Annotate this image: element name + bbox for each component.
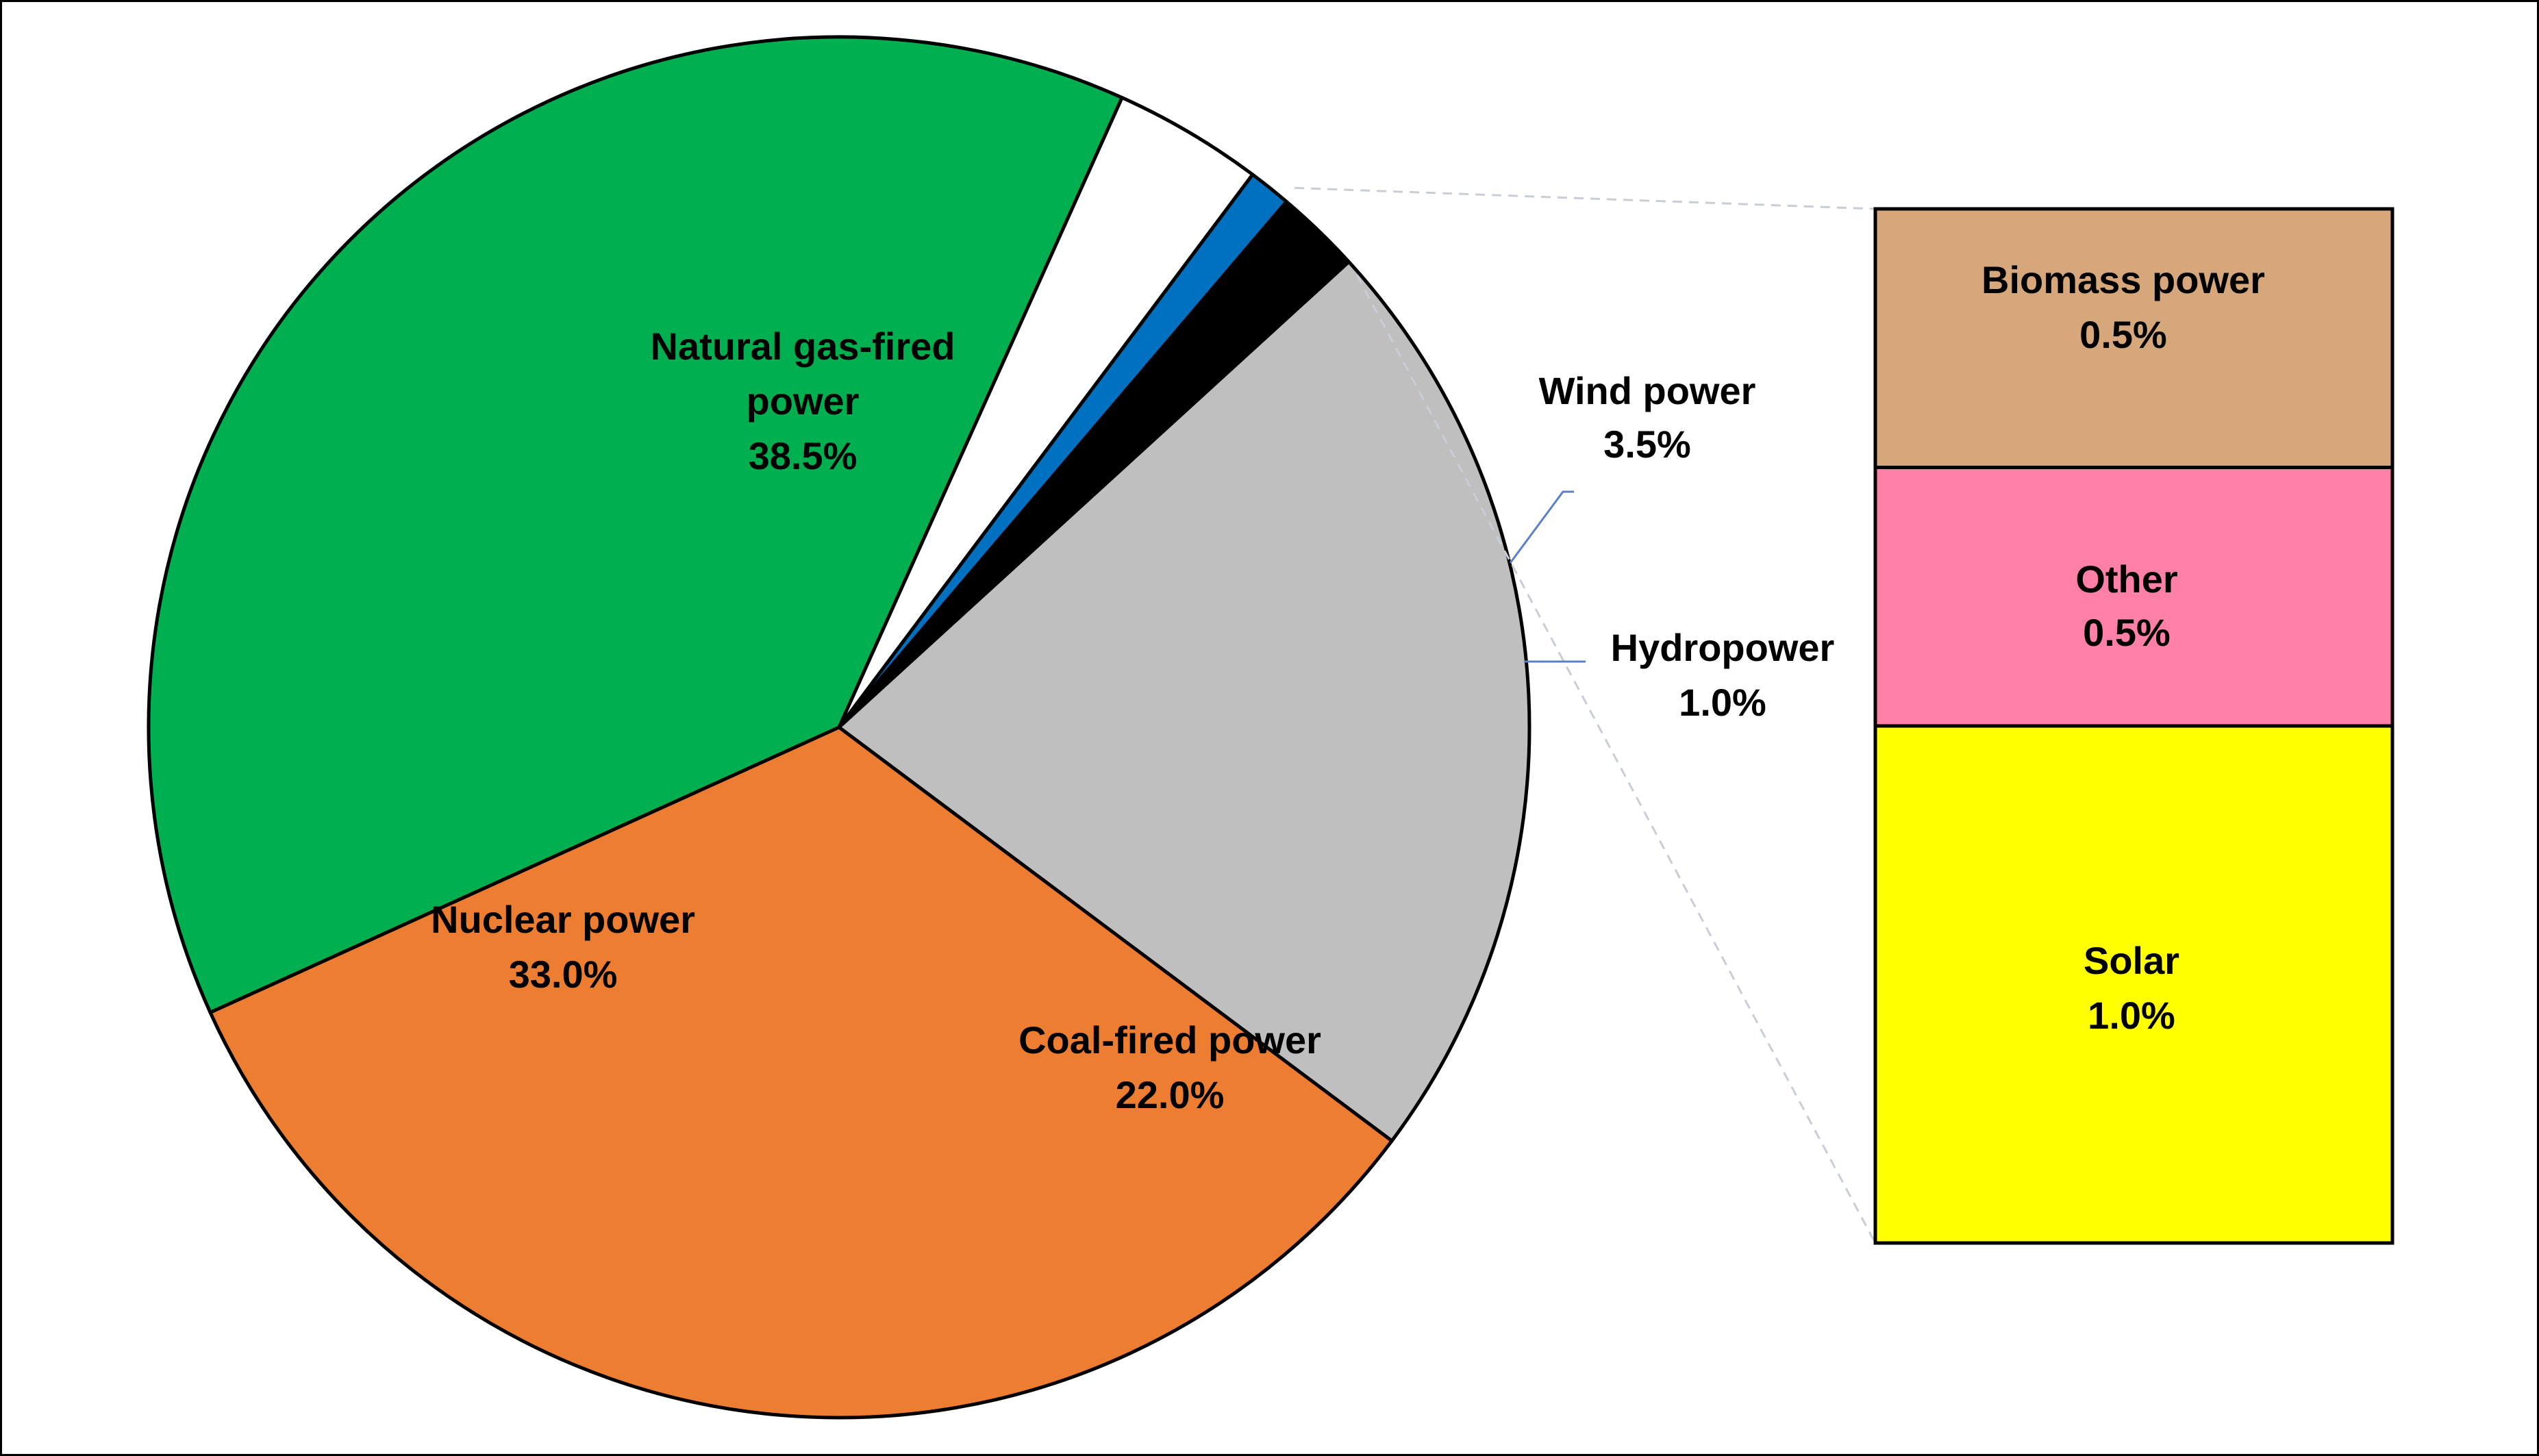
connector-line-top: [1294, 186, 1876, 210]
label-natural-gas-value: 38.5%: [749, 434, 858, 477]
pie-slice-natural-gas-fired-power: [147, 35, 1124, 1014]
label-other-value: 0.5%: [2083, 611, 2171, 654]
label-coal-name: Coal-fired power: [1018, 1018, 1321, 1062]
bar-connector-lines: [1294, 186, 1877, 1244]
label-solar-value: 1.0%: [2088, 994, 2175, 1037]
label-natural-gas-name-line1: Natural gas-fired: [651, 325, 955, 368]
label-nuclear-value: 33.0%: [509, 953, 618, 996]
label-wind-value: 3.5%: [1603, 423, 1691, 466]
label-biomass-value: 0.5%: [2079, 313, 2167, 356]
breakout-bar: [1873, 207, 2394, 1245]
pie-slices: [147, 35, 1531, 1420]
pie-slice-coal-fired-power: [837, 260, 1531, 1143]
label-wind-name: Wind power: [1539, 369, 1756, 412]
label-natural-gas-name-line2: power: [747, 379, 860, 423]
label-solar-name: Solar: [2084, 939, 2179, 982]
leader-line-wind: [1509, 490, 1574, 564]
bar-segment-other: [1873, 466, 2394, 728]
label-nuclear-name: Nuclear power: [431, 898, 695, 941]
label-other-name: Other: [2075, 557, 2177, 601]
label-biomass-name: Biomass power: [1981, 258, 2265, 301]
pie-slice-wind-power: [837, 96, 1255, 729]
bar-segment-solar: [1873, 724, 2394, 1245]
connector-line-bottom: [1356, 275, 1877, 1244]
bar-segment-biomass-power: [1873, 207, 2394, 469]
label-hydro-value: 1.0%: [1679, 681, 1766, 724]
label-hydro-name: Hydropower: [1611, 626, 1835, 669]
leader-lines: [1509, 490, 1586, 663]
pie-slice-nuclear-power: [208, 725, 1394, 1420]
label-coal-value: 22.0%: [1116, 1073, 1225, 1116]
